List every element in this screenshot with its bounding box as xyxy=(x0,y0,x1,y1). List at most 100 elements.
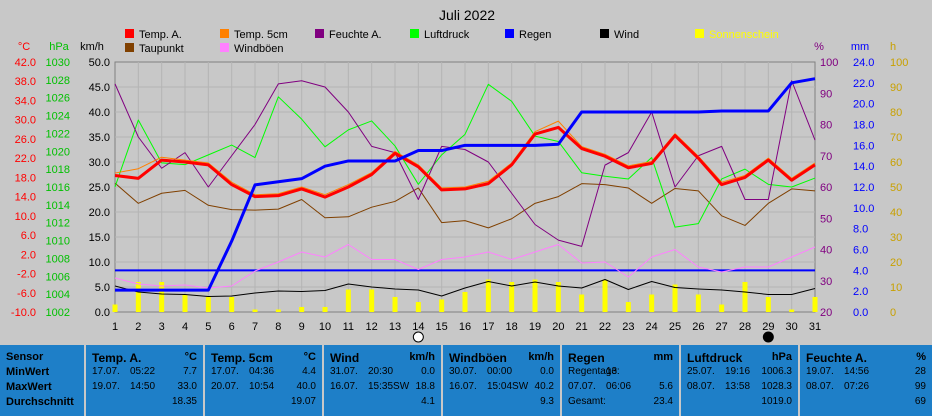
tick-label-mm: 0.0 xyxy=(853,307,868,319)
series-line-windb-en xyxy=(114,244,816,289)
panel-title: Windböen xyxy=(449,351,507,365)
tick-label-hpa: 1008 xyxy=(46,253,70,265)
panel-unit: hPa xyxy=(771,351,792,363)
stats-panel-regen: Regen mm Regentage: 13 07.07. 06:06 5.6 Gesamt:… xyxy=(562,345,679,416)
x-tick-label: 7 xyxy=(252,321,258,333)
avg-value: 23.4 xyxy=(653,396,673,407)
time: 10:54 xyxy=(249,381,275,392)
value: 5.6 xyxy=(659,381,673,392)
min-row: 25.07. 19:16 1006.3 xyxy=(687,366,792,380)
tick-label-percent: 100 xyxy=(820,57,838,69)
sunshine-bar xyxy=(462,292,468,312)
axis-label-percent: % xyxy=(814,41,824,53)
avg-row: 69 xyxy=(806,396,926,410)
tick-label-hpa: 1024 xyxy=(46,111,70,123)
tick-label-hours: 70 xyxy=(890,132,902,144)
x-tick-label: 10 xyxy=(319,321,331,333)
row-label: MinWert xyxy=(6,366,50,378)
stats-panel-wind: Wind km/h 31.07. 20:30 0.0 16.07. 15:35SW 18.8 4… xyxy=(324,345,441,416)
x-tick-label: 16 xyxy=(459,321,471,333)
tick-label-kmh: 50.0 xyxy=(89,57,110,69)
x-tick-label: 11 xyxy=(343,321,354,333)
series-line-taupunkt xyxy=(114,182,816,229)
avg-label: Gesamt: xyxy=(568,396,606,407)
sunshine-bar xyxy=(415,302,421,312)
tick-label-celsius: -2.0 xyxy=(17,269,36,281)
legend-label: Feuchte A. xyxy=(329,29,382,41)
tick-label-mm: 16.0 xyxy=(853,140,874,152)
avg-value: 18.35 xyxy=(171,396,197,407)
tick-label-kmh: 10.0 xyxy=(89,257,110,269)
time: 19:16 xyxy=(725,366,751,377)
x-tick-label: 26 xyxy=(692,321,704,333)
tick-label-celsius: 34.0 xyxy=(15,95,36,107)
x-tick-label: 3 xyxy=(159,321,165,333)
time: 15:35SW xyxy=(368,381,410,392)
sunshine-bar xyxy=(182,294,188,312)
value: 1006.3 xyxy=(761,366,792,377)
date: 17.07. xyxy=(211,366,239,377)
stats-panel-temp-a-: Temp. A. °C 17.07. 05:22 7.7 19.07. 14:50 33.0 1… xyxy=(86,345,203,416)
x-tick-label: 24 xyxy=(646,321,658,333)
tick-label-kmh: 15.0 xyxy=(89,232,110,244)
sunshine-bar xyxy=(205,297,211,312)
time: 05:22 xyxy=(130,366,156,377)
tick-label-celsius: -6.0 xyxy=(17,288,36,300)
max-row: 16.07. 15:35SW 18.8 xyxy=(330,381,435,395)
sunshine-bar xyxy=(112,304,118,312)
panel-unit: °C xyxy=(184,351,197,363)
min-row: 17.07. 05:22 7.7 xyxy=(92,366,197,380)
tick-label-mm: 10.0 xyxy=(853,203,874,215)
tick-label-percent: 60 xyxy=(820,182,832,194)
sunshine-bar xyxy=(299,307,305,312)
sunshine-bar xyxy=(159,282,165,312)
sunshine-bar xyxy=(672,284,678,312)
sunshine-bar xyxy=(135,282,141,312)
tick-label-mm: 18.0 xyxy=(853,120,874,132)
panel-unit: mm xyxy=(653,351,673,363)
sunshine-bar xyxy=(229,297,235,312)
value: 28 xyxy=(914,366,926,377)
tick-label-hours: 90 xyxy=(890,82,902,94)
x-tick-label: 20 xyxy=(552,321,564,333)
sunshine-bar xyxy=(252,309,258,312)
legend-swatch xyxy=(695,29,704,38)
tick-label-celsius: 26.0 xyxy=(15,134,36,146)
tick-label-celsius: 6.0 xyxy=(21,230,36,242)
avg-value: 9.3 xyxy=(540,396,554,407)
x-tick-label: 21 xyxy=(576,321,588,333)
axis-label-mm: mm xyxy=(851,41,869,53)
x-tick-label: 1 xyxy=(112,321,118,333)
axis-label-celsius: °C xyxy=(18,41,30,53)
series-line-luftdruck xyxy=(114,83,816,228)
max-row: 08.07. 07:26 99 xyxy=(806,381,926,395)
avg-row: 1019.0 xyxy=(687,396,792,410)
max-row: 16.07. 15:04SW 40.2 xyxy=(449,381,554,395)
axis-label-hpa: hPa xyxy=(49,41,69,53)
tick-label-celsius: -10.0 xyxy=(11,307,36,319)
legend: Temp. A. Temp. 5cm Feuchte A. Luftdruck Rege… xyxy=(125,29,779,55)
legend-label: Windböen xyxy=(234,43,284,55)
stats-panel-feuchte-a-: Feuchte A.% 19.07. 14:56 28 08.07. 07:26 99 69 xyxy=(800,345,932,416)
avg-value: 69 xyxy=(914,396,926,407)
tick-label-kmh: 35.0 xyxy=(89,132,110,144)
x-tick-label: 18 xyxy=(506,321,518,333)
tick-label-kmh: 5.0 xyxy=(95,282,110,294)
tick-label-hours: 60 xyxy=(890,157,902,169)
value: 1028.3 xyxy=(761,381,792,392)
tick-label-mm: 24.0 xyxy=(853,57,874,69)
stats-panel-luftdruck: Luftdruck hPa 25.07. 19:16 1006.3 08.07. 13:58… xyxy=(681,345,798,416)
x-tick-label: 23 xyxy=(622,321,634,333)
legend-label: Temp. A. xyxy=(139,29,182,41)
tick-label-celsius: 38.0 xyxy=(15,76,36,88)
x-tick-label: 15 xyxy=(436,321,448,333)
tick-label-celsius: 10.0 xyxy=(15,211,36,223)
avg-value: 1019.0 xyxy=(761,396,792,407)
tick-label-percent: 50 xyxy=(820,213,832,225)
tick-label-hpa: 1026 xyxy=(46,93,70,105)
tick-label-kmh: 30.0 xyxy=(89,157,110,169)
time: 15:04SW xyxy=(487,381,529,392)
tick-label-mm: 8.0 xyxy=(853,224,868,236)
legend-swatch xyxy=(125,43,134,52)
tick-label-hours: 100 xyxy=(890,57,908,69)
